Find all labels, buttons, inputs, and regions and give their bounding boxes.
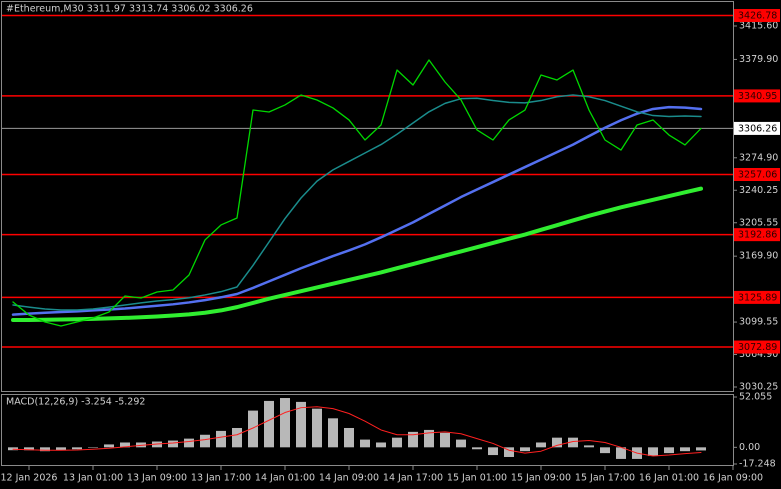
y-tick-label: 3379.90 [739, 54, 778, 65]
level-label-box [734, 340, 780, 354]
x-tick-label: 15 Jan 09:00 [511, 473, 571, 484]
macd-bar [40, 447, 50, 452]
macd-bar [488, 447, 498, 456]
macd-panel-frame [1, 394, 734, 466]
macd-bar [200, 434, 210, 448]
x-tick-label: 13 Jan 01:00 [63, 473, 123, 484]
y-tick-label: 3274.90 [739, 152, 778, 163]
macd-bar [344, 427, 354, 448]
macd-bar [360, 439, 370, 448]
moving-average [11, 105, 703, 316]
y-tick-label: 0.00 [739, 442, 760, 453]
macd-bar [328, 418, 338, 448]
signal-line [12, 406, 702, 457]
macd-bar [248, 410, 258, 448]
macd-bar [296, 401, 306, 448]
y-tick-label: -17.248 [739, 459, 776, 470]
macd-bar [232, 427, 242, 448]
macd-bar [600, 447, 610, 454]
macd-bar [456, 439, 466, 448]
price-panel-frame [1, 1, 734, 392]
level-label: 3257.06 [738, 170, 777, 181]
macd-bar [56, 447, 66, 451]
x-tick-label: 14 Jan 09:00 [319, 473, 379, 484]
price-line [12, 59, 702, 327]
y-tick-label: 3205.55 [739, 217, 778, 228]
macd-bar [408, 431, 418, 448]
y-tick-label: 3169.90 [739, 251, 778, 262]
macd-bar [24, 447, 34, 451]
macd-bar [104, 444, 114, 448]
macd-bar [424, 429, 434, 448]
x-tick-label: 16 Jan 09:00 [703, 473, 763, 484]
x-tick-label: 14 Jan 01:00 [255, 473, 315, 484]
level-label: 3125.89 [738, 292, 777, 303]
level-label: 3426.78 [738, 11, 777, 22]
macd-bar [216, 430, 226, 448]
macd-bar [536, 442, 546, 448]
macd-bar [264, 400, 274, 448]
macd-bar [312, 408, 322, 448]
y-tick-label: 52.055 [739, 392, 772, 403]
macd-bar [616, 447, 626, 459]
macd-bar [664, 447, 674, 454]
macd-bar [584, 445, 594, 448]
moving-average [11, 186, 703, 322]
level-label-box [734, 89, 780, 103]
macd-bar [568, 437, 578, 448]
y-tick-label: 3064.90 [739, 349, 778, 360]
x-tick-label: 15 Jan 01:00 [447, 473, 507, 484]
x-tick-label: 14 Jan 17:00 [383, 473, 443, 484]
macd-bar [696, 447, 706, 451]
macd-bar [184, 438, 194, 448]
x-tick-label: 13 Jan 17:00 [191, 473, 251, 484]
macd-bar [440, 432, 450, 448]
level-label-box [734, 9, 780, 23]
x-tick-label: 13 Jan 09:00 [127, 473, 187, 484]
moving-average [12, 94, 702, 311]
macd-bar [120, 442, 130, 448]
y-tick-label: 3240.25 [739, 185, 778, 196]
macd-bar [504, 447, 514, 457]
y-tick-label: 3099.55 [739, 317, 778, 328]
level-label: 3072.89 [738, 342, 777, 353]
macd-bar [88, 447, 98, 448]
macd-title: MACD(12,26,9) -3.254 -5.292 [6, 397, 145, 408]
level-label-box [734, 228, 780, 242]
macd-bar [648, 447, 658, 457]
macd-bar [168, 440, 178, 448]
last-price-label: 3306.26 [738, 123, 777, 134]
macd-bar [392, 437, 402, 448]
macd-bar [472, 447, 482, 450]
macd-bar [552, 437, 562, 448]
chart-title: #Ethereum,M30 3311.97 3313.74 3306.02 33… [6, 4, 253, 15]
macd-bar [376, 442, 386, 448]
macd-bar [280, 398, 290, 448]
level-label-box [734, 168, 780, 182]
x-tick-label: 16 Jan 01:00 [639, 473, 699, 484]
y-tick-label: 3030.25 [739, 381, 778, 392]
level-label: 3192.86 [738, 230, 777, 241]
macd-bar [520, 447, 530, 452]
macd-bar [680, 447, 690, 452]
level-label: 3340.95 [738, 91, 777, 102]
y-tick-label: 3415.60 [739, 20, 778, 31]
macd-bar [72, 447, 82, 450]
x-tick-label: 15 Jan 17:00 [575, 473, 635, 484]
level-label-box [734, 290, 780, 304]
last-price-box [734, 121, 780, 135]
x-tick-label: 12 Jan 2026 [1, 473, 58, 484]
